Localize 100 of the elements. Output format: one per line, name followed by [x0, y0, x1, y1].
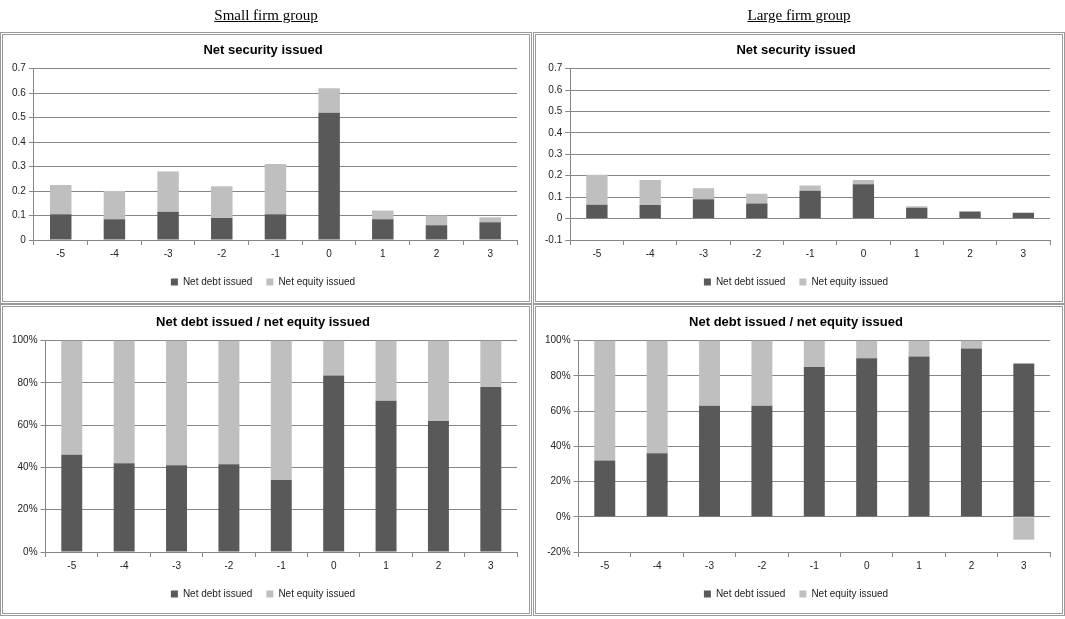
y-tick-label: 0.7 — [548, 62, 563, 74]
y-tick-label: 0% — [23, 545, 38, 557]
bar — [270, 480, 292, 552]
x-tick-label: 3 — [1020, 247, 1027, 259]
y-tick-label: 0.6 — [548, 83, 563, 95]
bar — [211, 186, 233, 218]
y-tick-label: 20% — [550, 475, 571, 487]
x-tick-label: 3 — [487, 247, 494, 259]
x-tick-label: -3 — [705, 559, 715, 571]
y-tick-label: 40% — [550, 440, 571, 452]
y-tick-label: 0 — [556, 212, 563, 224]
bar — [425, 215, 448, 226]
y-tick-label: 0.2 — [548, 169, 563, 181]
chart-title: Net security issued — [203, 42, 323, 58]
bar — [50, 214, 72, 240]
bar — [803, 367, 825, 517]
y-tick-label: 0.7 — [12, 62, 27, 74]
chart-title: Net debt issued / net equity issued — [156, 314, 370, 330]
x-tick-label: 1 — [380, 247, 387, 259]
bar — [906, 207, 928, 219]
bar — [157, 211, 179, 240]
bar — [852, 180, 875, 185]
x-tick-label: 0 — [330, 559, 337, 571]
bar — [1013, 517, 1035, 540]
x-tick-label: -2 — [757, 559, 767, 571]
x-tick-label: -3 — [163, 247, 173, 259]
y-tick-label: 0.1 — [548, 190, 563, 202]
bar — [318, 88, 340, 113]
x-tick-label: 0 — [326, 247, 333, 259]
chart-title: Net debt issued / net equity issued — [689, 314, 903, 330]
legend-label: Net equity issued — [278, 587, 356, 599]
bar — [113, 340, 135, 464]
bar — [103, 219, 126, 240]
bar — [218, 340, 240, 465]
x-tick-label: 1 — [916, 559, 923, 571]
y-tick-label: 0.3 — [548, 148, 563, 160]
bar — [1012, 212, 1035, 219]
x-tick-label: 0 — [863, 559, 870, 571]
y-tick-label: 80% — [550, 369, 571, 381]
y-tick-label: 0.2 — [12, 184, 27, 196]
y-tick-label: 0 — [20, 233, 27, 245]
x-tick-label: -5 — [600, 559, 610, 571]
bar — [375, 340, 397, 401]
x-tick-label: -3 — [699, 247, 709, 259]
x-tick-label: -4 — [645, 247, 656, 259]
x-tick-label: 2 — [967, 247, 974, 259]
bar — [166, 340, 187, 466]
x-tick-label: -1 — [276, 559, 287, 571]
bar — [586, 174, 608, 205]
legend-label: Net debt issued — [715, 587, 786, 599]
bar — [480, 387, 502, 552]
y-tick-label: 100% — [545, 334, 571, 346]
bar — [803, 340, 825, 368]
y-tick-label: 0.5 — [12, 111, 27, 123]
bar — [479, 222, 501, 240]
y-tick-label: 0.6 — [12, 86, 27, 98]
chart-title: Net security issued — [736, 42, 856, 58]
y-tick-label: 100% — [12, 334, 38, 346]
bar — [646, 453, 668, 517]
bar — [959, 211, 981, 219]
bar — [960, 340, 982, 349]
y-tick-label: 0.1 — [12, 209, 27, 221]
y-tick-label: 0.5 — [548, 105, 563, 117]
bar — [372, 210, 394, 220]
x-tick-label: -5 — [56, 247, 66, 259]
bar — [103, 191, 126, 220]
bar — [639, 180, 661, 206]
bar — [646, 340, 668, 454]
legend-label: Net equity issued — [811, 587, 889, 599]
x-tick-label: 2 — [433, 247, 440, 259]
legend-label: Net equity issued — [278, 275, 356, 287]
bar — [856, 340, 878, 359]
bar — [166, 465, 187, 552]
x-tick-label: 1 — [913, 247, 920, 259]
x-tick-label: -3 — [172, 559, 182, 571]
legend-label: Net debt issued — [715, 275, 786, 287]
bar — [113, 463, 135, 552]
bar — [751, 405, 773, 517]
bar — [1013, 363, 1035, 517]
y-tick-label: 0.4 — [12, 135, 27, 147]
x-tick-label: -2 — [752, 247, 762, 259]
y-tick-label: 60% — [17, 418, 38, 430]
bar — [908, 356, 930, 517]
y-tick-label: 80% — [17, 376, 38, 388]
x-tick-label: -4 — [119, 559, 130, 571]
bar — [427, 340, 449, 421]
bar — [960, 348, 982, 517]
bar — [372, 219, 394, 240]
y-tick-label: -20% — [547, 545, 571, 557]
bar — [856, 358, 878, 517]
bar — [692, 188, 715, 200]
y-tick-label: 60% — [550, 404, 571, 416]
legend-label: Net debt issued — [182, 587, 253, 599]
bar — [479, 217, 501, 223]
x-tick-label: -2 — [224, 559, 234, 571]
x-tick-label: -4 — [109, 247, 120, 259]
x-tick-label: 2 — [968, 559, 975, 571]
bar — [264, 164, 287, 215]
bar — [218, 464, 240, 552]
bar — [270, 340, 292, 481]
